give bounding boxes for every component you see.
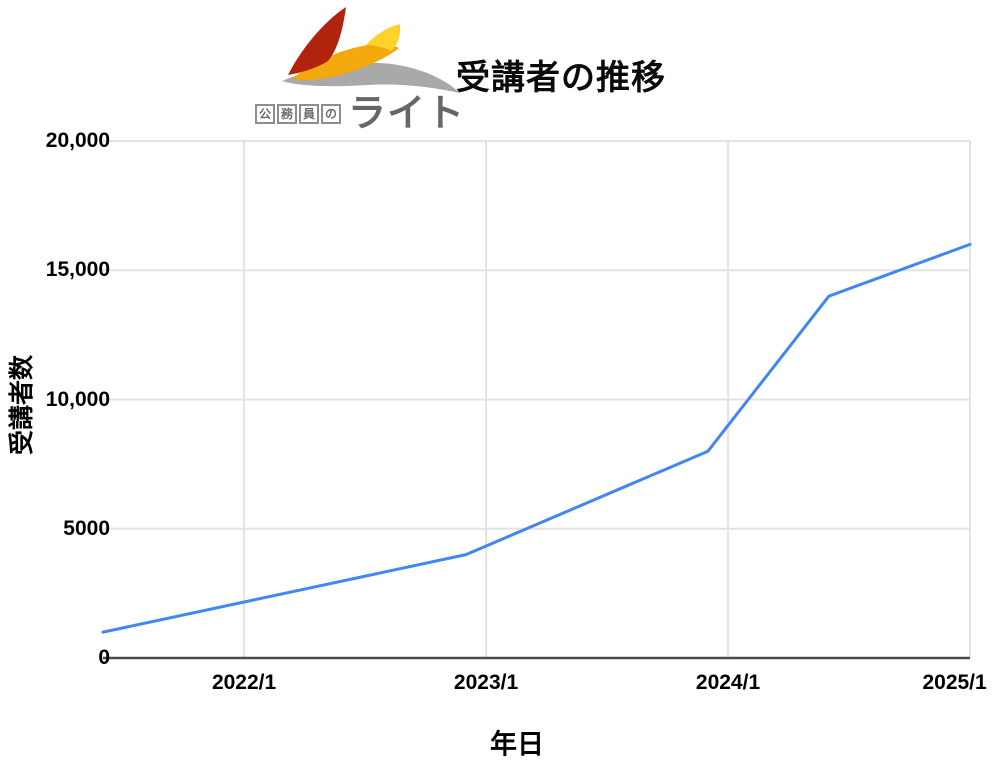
- x-tick-label-2024/1: 2024/1: [695, 671, 761, 694]
- logo-boxed-char: 員: [299, 104, 319, 124]
- logo-brand-text: ライト: [348, 93, 466, 135]
- series-line: [101, 242, 972, 634]
- y-tick-label-20000: 20,000: [45, 129, 110, 152]
- logo-komuin-no-light: 公 務 員 の ライト: [255, 3, 470, 135]
- x-tick-label-2022/1: 2022/1: [211, 671, 277, 694]
- y-tick-label-10000: 10,000: [45, 387, 110, 411]
- logo-sail-red: [288, 7, 346, 75]
- x-axis-title: 年日: [490, 729, 544, 760]
- logo-boxed-char: の: [321, 104, 341, 124]
- y-tick-label-5000: 5000: [63, 516, 110, 540]
- logo-boxed-char: 務: [277, 104, 297, 124]
- x-tick-label-2023/1: 2023/1: [453, 671, 519, 694]
- logo-boxed-char: 公: [255, 104, 275, 124]
- logo-swoosh-icon: [282, 7, 460, 93]
- x-tick-label-2025/1: 2025/1: [922, 671, 987, 694]
- logo-text: 公 務 員 の ライト: [255, 93, 466, 135]
- chart-title: 受講者の推移: [456, 59, 666, 97]
- logo-sail-amber: [292, 44, 399, 81]
- y-tick-label-15000: 15,000: [45, 258, 110, 282]
- y-tick-label-0: 0: [98, 646, 110, 669]
- logo-sail-yellow: [366, 24, 401, 51]
